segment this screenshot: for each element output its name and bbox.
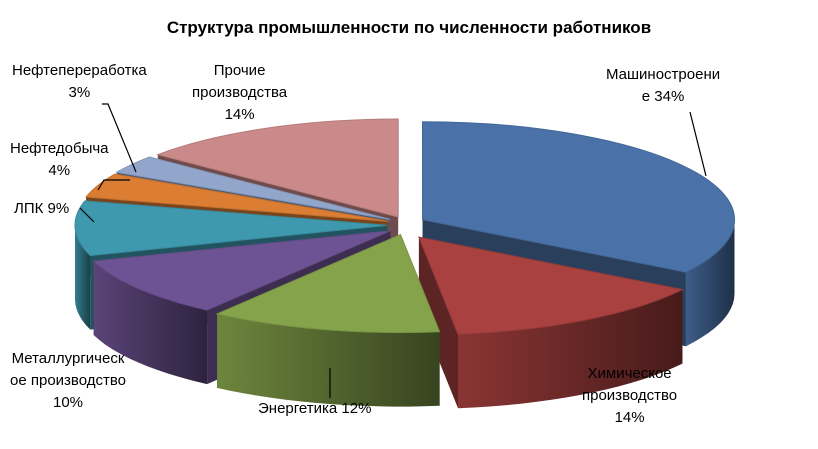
label-neftepererabotka: Нефтепереработка 3%: [12, 62, 147, 101]
leader-mashinostroenie: [689, 111, 707, 177]
slice-khimicheskoe: [418, 236, 684, 409]
slice-top-mashinostroenie: [421, 121, 736, 273]
slice-side-lpk: [75, 225, 91, 330]
label-mashinostroenie: Машиностроени е 34%: [606, 66, 721, 105]
leader-lpk: [79, 207, 95, 223]
chart-title: Структура промышленности по численности …: [166, 18, 652, 37]
slice-top-prochie: [156, 118, 399, 218]
slice-side-mashinostroenie: [686, 219, 735, 347]
slice-energetika: [215, 233, 441, 407]
label-prochie: Прочие производства 14%: [192, 62, 288, 123]
leader-neftedobycha: [97, 179, 130, 191]
label-lpk: ЛПК 9%: [14, 200, 70, 217]
slice-wall-khimicheskoe-1: [418, 237, 459, 409]
leader-neftepererabotka: [102, 103, 137, 173]
label-neftedobycha: Нефтедобыча 4%: [10, 140, 109, 179]
slice-side-energetika: [217, 313, 440, 407]
slice-side-khimicheskoe: [458, 289, 683, 409]
slice-side-metallurgicheskoe: [93, 261, 207, 385]
slice-top-neftepererabotka: [115, 156, 391, 220]
label-metallurgicheskoe: Металлургическ ое производство 10%: [10, 350, 126, 411]
label-energetika: Энергетика 12%: [258, 400, 372, 417]
label-khimicheskoe: Химическое производство 14%: [582, 365, 678, 426]
slice-top-energetika: [215, 233, 441, 334]
slice-top-neftedobycha: [85, 173, 389, 222]
slice-top-khimicheskoe: [418, 236, 684, 335]
slice-top-metallurgicheskoe: [92, 230, 391, 311]
slice-top-lpk: [74, 200, 388, 257]
